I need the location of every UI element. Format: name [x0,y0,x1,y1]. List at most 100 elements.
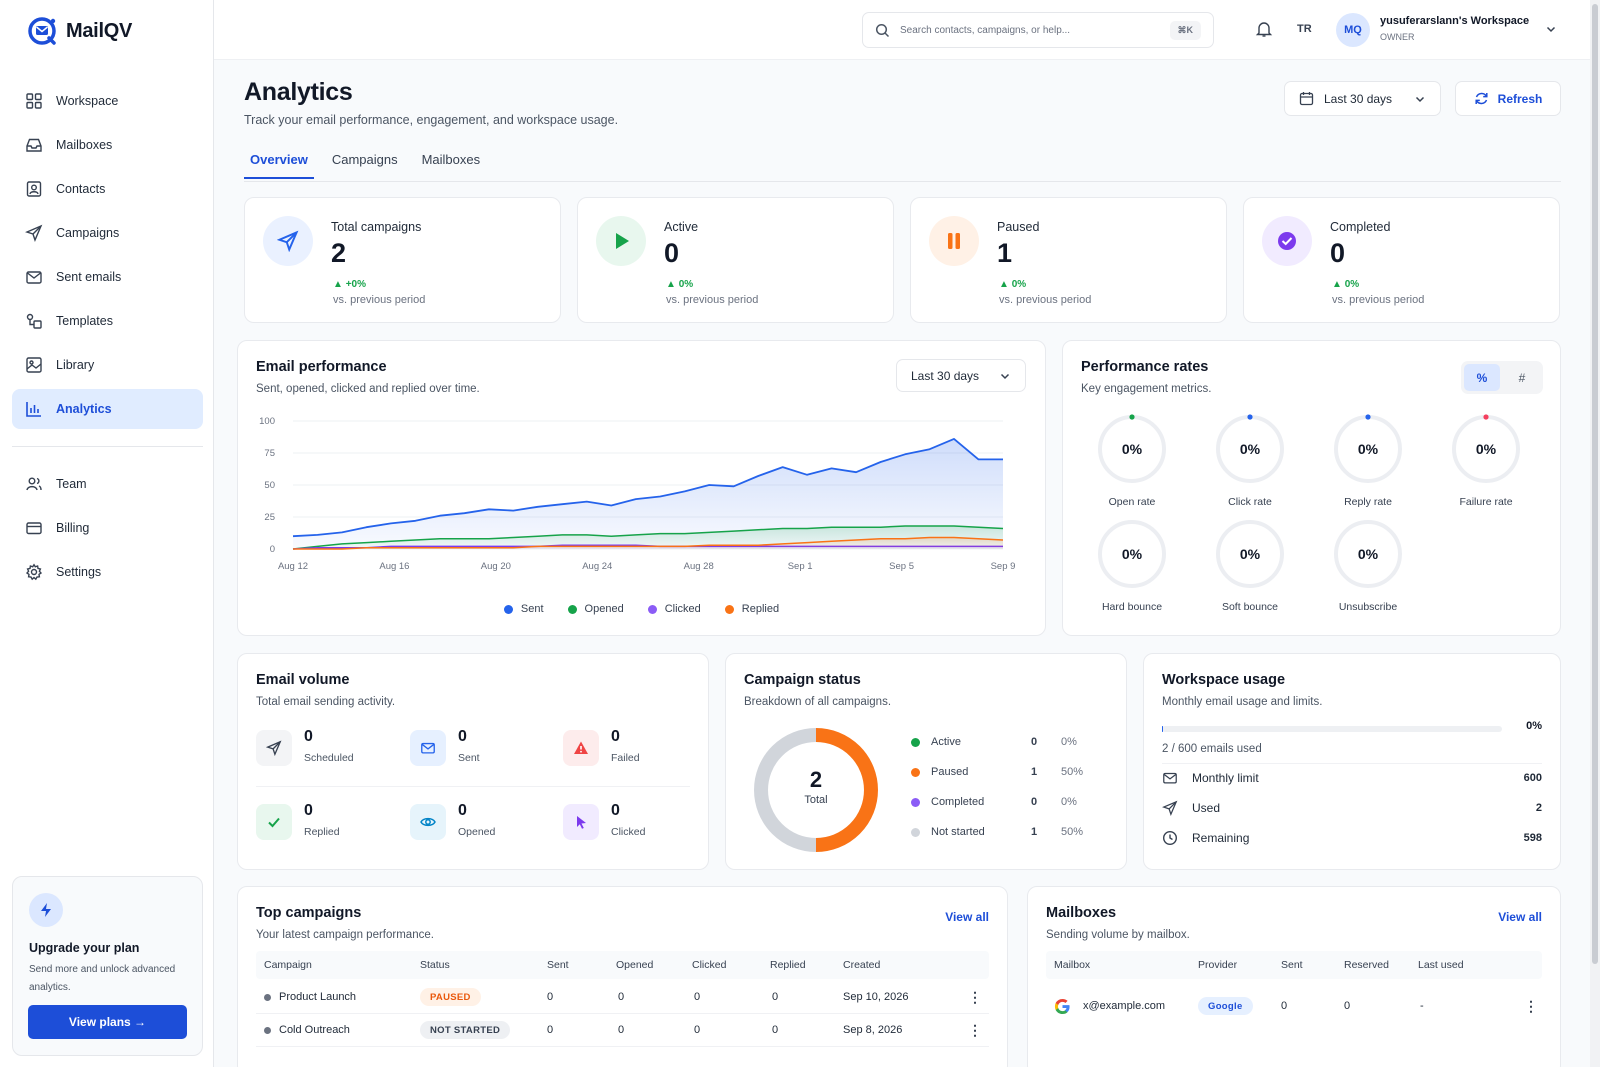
sidebar-item-contacts[interactable]: Contacts [12,169,203,209]
card-subtitle: Total email sending activity. [256,696,396,708]
table-row[interactable]: Cold Outreach NOT STARTED 0 0 0 0 Sep 8,… [256,1014,989,1047]
sidebar-item-analytics[interactable]: Analytics [12,389,203,429]
users-icon [26,477,42,491]
sidebar-item-label: Settings [56,565,102,579]
volume-item-sent: 0 Sent [410,728,550,774]
chevron-down-icon[interactable] [1545,23,1557,35]
bell-icon[interactable] [1255,20,1273,38]
stat-value: 1 [997,238,1013,268]
view-plans-button[interactable]: View plans → [28,1005,187,1039]
stat-card-active: Active 0 ▲ 0% vs. previous period [577,197,894,323]
sidebar-item-sent-emails[interactable]: Sent emails [12,257,203,297]
contact-icon [26,181,42,197]
workspace-name[interactable]: yusuferarslann's Workspace [1380,15,1530,27]
row-menu-icon[interactable]: ⋮ [968,1021,982,1038]
volume-value: 0 [304,802,313,819]
table-row[interactable]: Product Launch PAUSED 0 0 0 0 Sep 10, 20… [256,981,989,1014]
toggle-percent[interactable]: % [1464,364,1500,391]
app-name: MailQV [66,19,132,42]
sidebar-item-workspace[interactable]: Workspace [12,81,203,121]
sidebar-item-label: Workspace [56,94,119,108]
ring-marker [1129,414,1135,420]
chart-legend: Sent Opened Clicked Replied [238,603,1045,615]
sidebar-item-label: Templates [56,314,113,328]
rate-label: Unsubscribe [1338,601,1398,613]
series-area-replied [293,537,1003,549]
stat-delta: ▲ 0% [666,279,694,290]
x-tick-label: Sep 5 [889,561,914,572]
upgrade-card: Upgrade your plan Send more and unlock a… [12,876,203,1056]
volume-value: 0 [304,728,313,745]
mailboxes-view-all-link[interactable]: View all [1498,910,1542,924]
bolt-icon [29,893,63,927]
page-subtitle: Track your email performance, engagement… [244,113,619,127]
rate-value: 0% [1475,441,1497,457]
sidebar-item-library[interactable]: Library [12,345,203,385]
tab-campaigns[interactable]: Campaigns [331,152,398,167]
language-switch[interactable]: TR [1297,23,1312,35]
date-range-select[interactable]: Last 30 days [1284,81,1441,116]
template-icon [26,313,42,329]
performance-range-select[interactable]: Last 30 days [896,359,1026,392]
refresh-button[interactable]: Refresh [1455,81,1561,116]
rate-label: Click rate [1228,496,1272,508]
page-scrollbar[interactable] [1590,0,1600,1067]
usage-used-text: 2 / 600 emails used [1162,743,1262,755]
donut-slice-not-started [754,728,817,852]
stat-delta: ▲ +0% [333,279,366,290]
legend-item-replied: Replied [724,603,779,615]
y-tick-label: 75 [264,448,275,459]
stat-card-paused: Paused 1 ▲ 0% vs. previous period [910,197,1227,323]
x-tick-label: Aug 12 [278,561,308,572]
ring-marker [1483,414,1489,420]
status-badge: NOT STARTED [420,1021,511,1039]
check-icon [256,804,292,840]
card-subtitle: Key engagement metrics. [1081,383,1212,395]
refresh-label: Refresh [1497,91,1543,106]
sidebar-item-campaigns[interactable]: Campaigns [12,213,203,253]
rate-value: 0% [1239,441,1261,457]
sidebar-item-label: Contacts [56,182,106,196]
status-row-paused: Paused 1 50% [911,766,1091,778]
search-input[interactable]: Search contacts, campaigns, or help... ⌘… [862,12,1214,48]
sidebar-item-templates[interactable]: Templates [12,301,203,341]
sidebar-item-mailboxes[interactable]: Mailboxes [12,125,203,165]
play-icon [596,216,646,266]
ring-track [1216,520,1284,588]
donut-total-label: Total [804,794,828,806]
table-row[interactable]: x@example.com Google 0 0 - ⋮ [1046,986,1542,1026]
row-menu-icon[interactable]: ⋮ [1524,997,1538,1014]
performance-rates-card: Performance rates Key engagement metrics… [1062,340,1561,636]
workspace-usage-card: Workspace usage Monthly email usage and … [1143,653,1561,870]
rate-ring [1098,520,1166,588]
sidebar-item-label: Sent emails [56,270,122,284]
chevron-down-icon [1415,96,1425,102]
stat-delta: ▲ 0% [1332,279,1360,290]
usage-progress-bar [1162,726,1502,732]
rates-unit-toggle: % # [1461,361,1543,394]
campaign-status-card: Campaign status Breakdown of all campaig… [725,653,1127,870]
rate-ring [1334,414,1402,483]
rate-label: Failure rate [1459,496,1513,508]
rate-ring [1216,414,1284,483]
tabs-divider [244,181,1561,182]
eye-icon [410,804,446,840]
app-logo[interactable]: MailQV [27,16,132,46]
toggle-count[interactable]: # [1518,370,1526,385]
rate-value: 0% [1357,546,1379,562]
avatar[interactable]: MQ [1336,13,1370,47]
sidebar-item-settings[interactable]: Settings [12,552,203,592]
grid-icon [26,93,42,109]
scrollbar-thumb[interactable] [1592,4,1598,964]
sidebar-item-billing[interactable]: Billing [12,508,203,548]
tab-mailboxes[interactable]: Mailboxes [421,152,481,167]
top-campaigns-view-all-link[interactable]: View all [945,910,989,924]
tab-overview[interactable]: Overview [244,146,314,179]
usage-percent: 0% [1526,720,1542,732]
ring-track [1334,520,1402,588]
sidebar-item-team[interactable]: Team [12,464,203,504]
send-icon [263,216,313,266]
card-title: Email volume [256,672,350,688]
volume-value: 0 [458,728,467,745]
row-menu-icon[interactable]: ⋮ [968,988,982,1005]
